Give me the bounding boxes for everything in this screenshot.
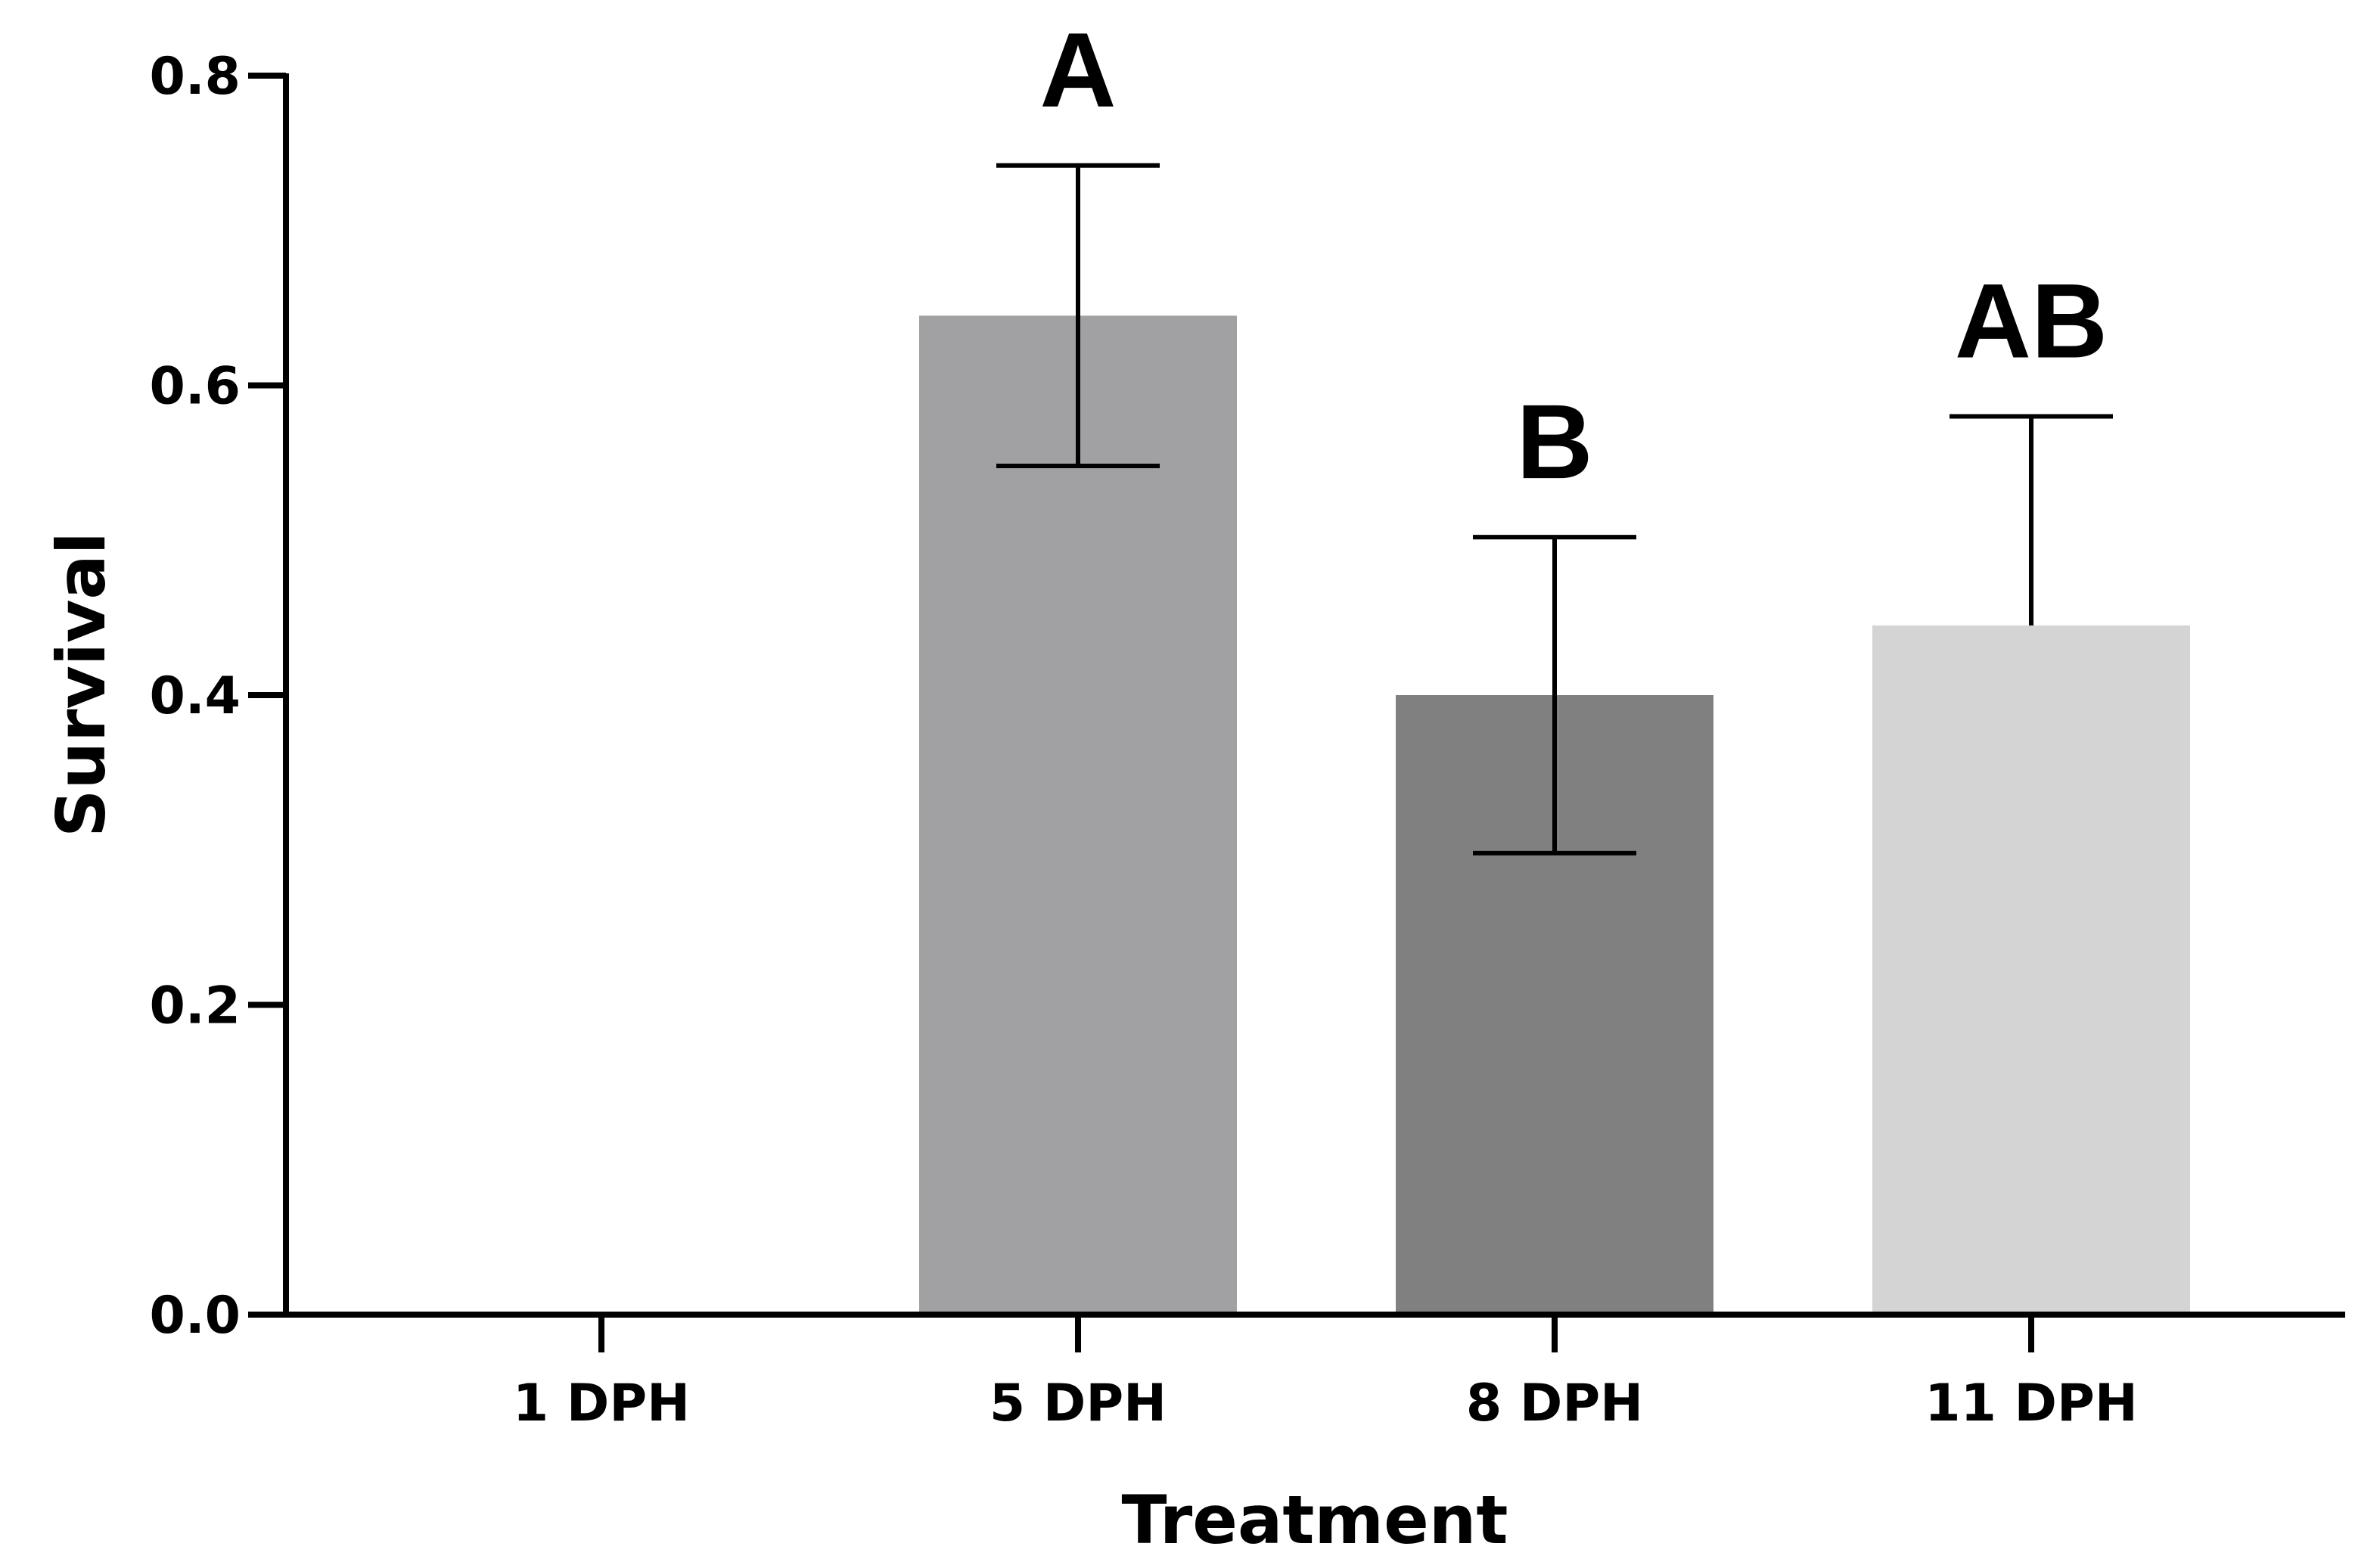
- x-axis-title: Treatment: [1122, 1481, 1508, 1559]
- y-tick-label: 0.2: [150, 977, 241, 1036]
- y-axis-title: Survival: [42, 532, 120, 837]
- error-bars-layer: [996, 163, 2113, 855]
- bar-11-dph: [1872, 625, 2190, 1315]
- bars-layer: [919, 315, 2190, 1315]
- bar-5-dph: [919, 315, 1237, 1315]
- x-tick-label: 11 DPH: [1925, 1374, 2138, 1433]
- x-tick-label: 1 DPH: [513, 1374, 690, 1433]
- significance-letter-ab: AB: [1955, 261, 2108, 380]
- significance-letter-b: B: [1516, 382, 1592, 501]
- axes-layer: [248, 73, 2345, 1352]
- significance-letter-a: A: [1039, 11, 1116, 129]
- x-tick-label: 5 DPH: [990, 1374, 1167, 1433]
- y-tick-label: 0.6: [150, 357, 241, 417]
- x-tick-label: 8 DPH: [1466, 1374, 1643, 1433]
- y-tick-label: 0.0: [150, 1286, 241, 1346]
- y-tick-label: 0.4: [150, 666, 241, 726]
- y-tick-label: 0.8: [150, 47, 241, 107]
